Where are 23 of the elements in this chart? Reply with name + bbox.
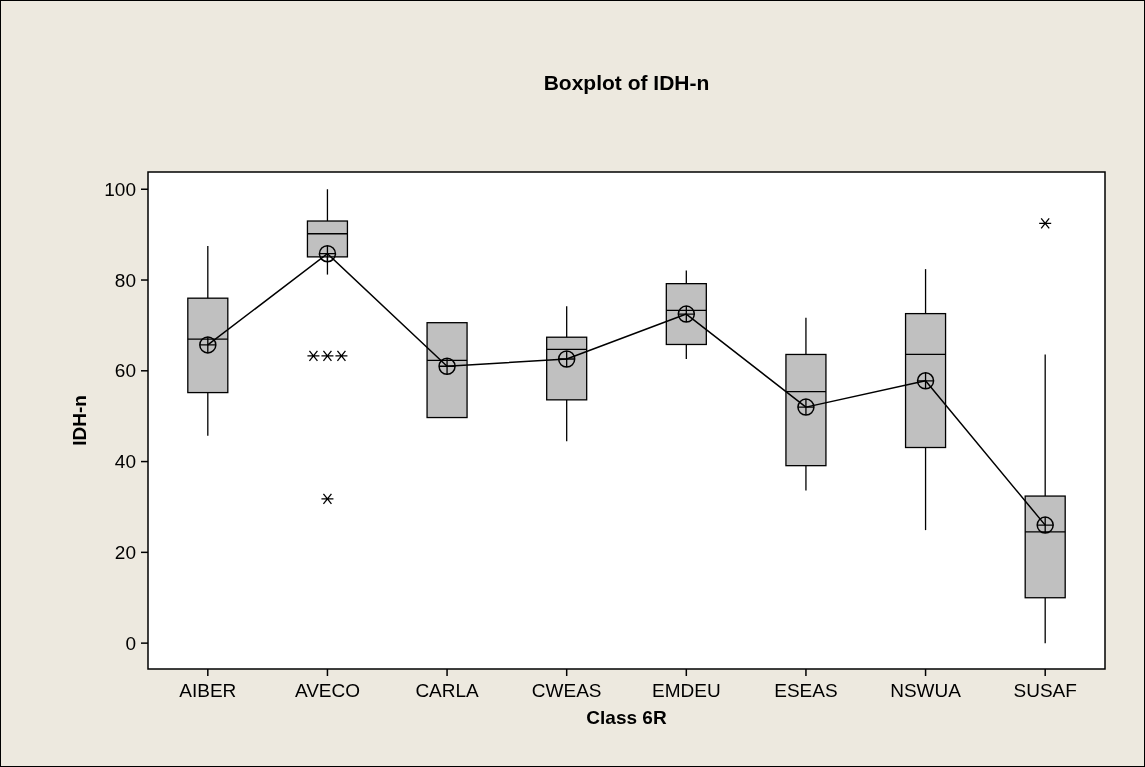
x-tick-label: NSWUA	[890, 680, 962, 701]
x-tick-label: AVECO	[294, 680, 360, 701]
y-tick-label: 20	[114, 542, 136, 563]
x-tick-label: AIBER	[179, 680, 237, 701]
point	[318, 244, 337, 263]
y-tick-label: 40	[114, 451, 136, 473]
x-tick-label: ESEAS	[774, 680, 838, 701]
x-tick-label: CARLA	[415, 680, 480, 701]
point	[1036, 516, 1054, 534]
point	[797, 398, 815, 416]
x-axis-title: Class 6R	[586, 707, 667, 728]
point	[438, 357, 456, 376]
x-tick-label: CWEAS	[531, 680, 602, 701]
y-tick-label: 100	[104, 178, 136, 200]
y-tick-label: 80	[114, 269, 136, 291]
y-axis-title: IDH-n	[69, 395, 90, 446]
point	[916, 372, 935, 390]
chart-title: Boxplot of IDH-n	[543, 71, 710, 94]
point	[199, 336, 217, 354]
x-tick-label: EMDEU	[652, 680, 721, 701]
x-tick-label: SUSAF	[1013, 680, 1077, 701]
y-tick-label: 0	[125, 632, 136, 654]
y-tick-label: 60	[114, 360, 136, 382]
